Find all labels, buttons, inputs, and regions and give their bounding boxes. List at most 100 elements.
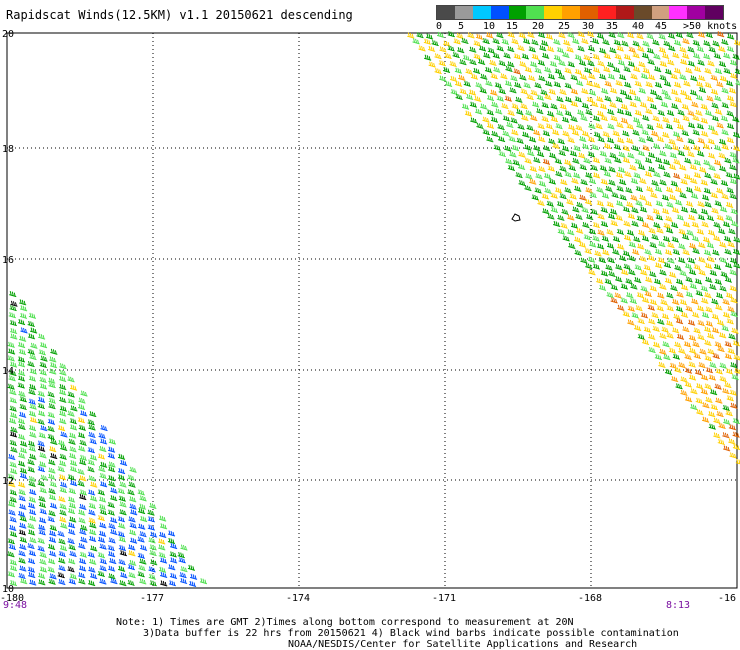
wind-barb: [567, 214, 575, 221]
wind-barb: [47, 566, 55, 573]
wind-barb: [550, 206, 559, 213]
wind-barb: [597, 60, 605, 67]
wind-barb: [729, 257, 738, 264]
wind-barb: [20, 440, 28, 447]
wind-barb: [654, 278, 662, 285]
wind-barb: [69, 452, 77, 460]
wind-barb: [77, 480, 85, 487]
wind-barb: [500, 73, 508, 80]
wind-barb: [622, 311, 630, 318]
wind-barb: [516, 108, 524, 116]
wind-barb: [723, 235, 732, 243]
wind-barb: [88, 502, 96, 509]
wind-barb: [580, 73, 588, 81]
wind-barb: [632, 129, 640, 136]
wind-barb: [547, 73, 556, 80]
wind-barb: [684, 157, 692, 164]
wind-barb: [128, 572, 136, 579]
wind-barb: [98, 503, 107, 510]
wind-barb: [49, 368, 57, 375]
wind-barb: [732, 53, 740, 60]
wind-barb: [28, 398, 36, 405]
wind-barb: [550, 103, 558, 110]
wind-barb: [697, 31, 706, 38]
wind-barb: [682, 52, 690, 59]
wind-barb: [658, 33, 666, 40]
wind-barb: [586, 80, 594, 87]
wind-barb: [547, 46, 555, 53]
wind-barb: [99, 438, 108, 445]
wind-barb: [698, 362, 706, 369]
wind-barb: [601, 192, 610, 199]
wind-barb: [587, 151, 595, 158]
wind-barb: [47, 425, 55, 432]
wind-barb: [687, 110, 695, 117]
wind-barb: [638, 87, 646, 94]
wind-barb: [732, 157, 740, 164]
wind-barb: [507, 109, 515, 116]
wind-barb: [714, 200, 722, 207]
wind-barb: [514, 81, 522, 89]
wind-barb: [675, 383, 683, 390]
wind-barb: [9, 305, 17, 312]
wind-barb: [659, 179, 667, 186]
map-frame: [6, 32, 738, 589]
wind-barb: [680, 389, 688, 396]
wind-barb: [618, 179, 627, 186]
wind-barb: [48, 397, 56, 404]
wind-barb: [582, 222, 590, 229]
wind-barb: [28, 480, 36, 488]
wind-barb: [47, 433, 55, 440]
wind-barb: [40, 425, 48, 432]
wind-barb: [684, 263, 693, 270]
wind-barb: [584, 248, 592, 255]
wind-barb: [50, 453, 58, 460]
wind-barb: [88, 566, 96, 573]
wind-speed-legend: 0 5 10 15 20 25 30 35 40 45 >50 knots: [436, 5, 737, 32]
wind-barb: [556, 110, 564, 117]
wind-barb: [650, 89, 658, 96]
wind-barb: [698, 269, 706, 276]
wind-barb: [690, 177, 698, 184]
wind-barb: [588, 177, 597, 185]
wind-barb: [652, 39, 660, 46]
wind-barb: [679, 270, 687, 277]
wind-barb: [690, 75, 698, 82]
wind-barb: [590, 208, 598, 215]
wind-barb: [59, 503, 67, 510]
wind-barb: [632, 52, 640, 59]
wind-barb: [638, 164, 646, 171]
wind-barb: [138, 564, 146, 572]
wind-barb: [566, 46, 574, 53]
wind-barb: [567, 32, 575, 39]
wind-barb: [692, 115, 700, 122]
wind-barb: [119, 580, 127, 587]
wind-barb: [672, 298, 680, 306]
wind-barb: [107, 509, 115, 516]
wind-barb: [721, 129, 729, 136]
wind-barb: [108, 523, 116, 530]
wind-barb: [470, 117, 478, 124]
wind-barb: [729, 389, 737, 396]
wind-barb: [37, 390, 45, 397]
wind-barb: [581, 207, 589, 214]
wind-barb: [597, 136, 605, 143]
wind-barb: [559, 103, 567, 110]
wind-barb: [8, 481, 16, 488]
wind-barb: [486, 94, 495, 102]
wind-barb: [561, 208, 569, 215]
wind-barb: [48, 403, 56, 410]
wind-barb: [670, 73, 678, 80]
wind-barb: [59, 460, 67, 467]
wind-barb: [529, 165, 538, 172]
wind-barb: [562, 145, 570, 152]
wind-barb: [549, 60, 558, 68]
wind-barb: [20, 327, 28, 334]
wind-barb: [629, 101, 637, 108]
wind-barb: [68, 578, 77, 585]
legend-swatch: [526, 6, 545, 19]
wind-barb: [718, 422, 726, 429]
wind-barb: [655, 214, 663, 221]
wind-barb: [544, 93, 552, 101]
wind-barb: [596, 200, 604, 207]
